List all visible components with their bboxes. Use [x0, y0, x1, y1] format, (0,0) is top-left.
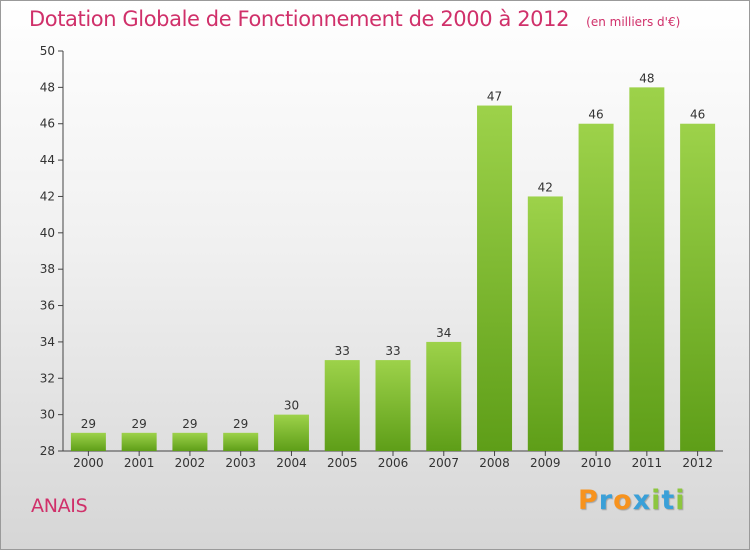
bar-value-label: 29 — [182, 417, 197, 431]
bar — [680, 123, 716, 452]
y-tick-label: 50 — [40, 44, 55, 58]
bar-value-label: 29 — [132, 417, 147, 431]
chart-title-block: Dotation Globale de Fonctionnement de 20… — [29, 7, 680, 31]
bar-value-label: 47 — [487, 90, 502, 104]
x-tick-label: 2003 — [225, 456, 256, 470]
bar-value-label: 29 — [81, 417, 96, 431]
y-tick-label: 38 — [40, 262, 55, 276]
bar-value-label: 46 — [690, 108, 705, 122]
bar — [273, 414, 309, 451]
x-tick-label: 2007 — [428, 456, 459, 470]
y-tick-label: 36 — [40, 299, 55, 313]
bar — [375, 360, 411, 451]
x-tick-label: 2012 — [682, 456, 713, 470]
x-tick-label: 2000 — [73, 456, 104, 470]
y-tick-label: 32 — [40, 371, 55, 385]
y-tick-label: 44 — [40, 153, 55, 167]
bar — [223, 432, 259, 451]
logo-letter: t — [661, 485, 676, 516]
bar — [477, 105, 513, 451]
y-tick-label: 28 — [40, 444, 55, 458]
bar-value-label: 46 — [588, 108, 603, 122]
proxiti-logo: Proxiti — [578, 485, 686, 516]
x-tick-label: 2002 — [175, 456, 206, 470]
bar-value-label: 34 — [436, 326, 451, 340]
bar-value-label: 33 — [385, 344, 400, 358]
logo-letter: P — [578, 485, 599, 516]
bar — [527, 196, 563, 451]
chart-unit: (en milliers d'€) — [586, 15, 681, 29]
x-tick-label: 2008 — [479, 456, 510, 470]
y-tick-label: 30 — [40, 408, 55, 422]
y-tick-label: 34 — [40, 335, 55, 349]
x-tick-label: 2011 — [632, 456, 663, 470]
logo-letter: i — [675, 485, 686, 516]
y-tick-label: 46 — [40, 117, 55, 131]
x-tick-label: 2005 — [327, 456, 358, 470]
bar-value-label: 42 — [538, 180, 553, 194]
y-tick-label: 42 — [40, 189, 55, 203]
bar-value-label: 33 — [335, 344, 350, 358]
logo-letter: i — [651, 485, 662, 516]
chart-title: Dotation Globale de Fonctionnement de 20… — [29, 7, 570, 31]
y-tick-label: 48 — [40, 80, 55, 94]
bar-value-label: 29 — [233, 417, 248, 431]
logo-letter: x — [632, 485, 652, 516]
logo-letter: r — [598, 485, 614, 516]
x-tick-label: 2009 — [530, 456, 561, 470]
bar-value-label: 30 — [284, 399, 299, 413]
place-name: ANAIS — [31, 495, 88, 517]
y-tick-label: 40 — [40, 226, 55, 240]
bar — [629, 87, 665, 451]
logo-letter: o — [613, 485, 633, 516]
bar — [578, 123, 614, 452]
x-tick-label: 2006 — [378, 456, 409, 470]
x-tick-label: 2004 — [276, 456, 307, 470]
bar — [324, 360, 360, 451]
x-tick-label: 2001 — [124, 456, 155, 470]
bar — [426, 341, 462, 451]
bar-value-label: 48 — [639, 71, 654, 85]
bar — [121, 432, 157, 451]
bar — [172, 432, 208, 451]
x-tick-label: 2010 — [581, 456, 612, 470]
bar — [70, 432, 106, 451]
